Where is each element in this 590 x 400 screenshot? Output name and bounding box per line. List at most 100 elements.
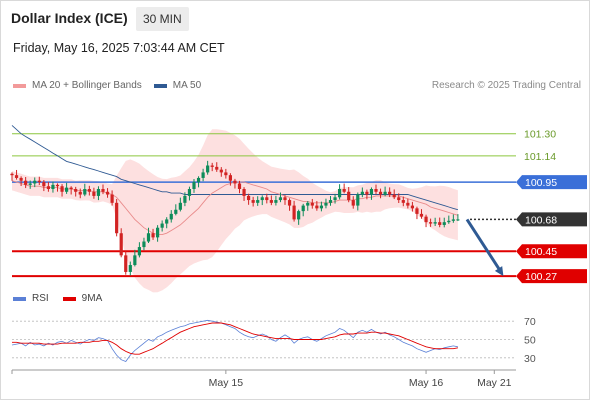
level-tag-100-68 xyxy=(516,212,587,227)
candle-body xyxy=(92,191,96,196)
forecast-arrow-head xyxy=(494,266,504,277)
candle-body xyxy=(137,247,141,256)
candle-body xyxy=(410,205,414,209)
candle-body xyxy=(160,223,164,228)
candle-body xyxy=(388,191,392,195)
candle-body xyxy=(169,213,173,220)
candle-body xyxy=(287,200,292,206)
level-label-100-27: 100.27 xyxy=(525,271,557,283)
candle-body xyxy=(101,189,105,192)
candle-body xyxy=(269,200,273,203)
candle-body xyxy=(19,177,23,181)
candle-body xyxy=(351,200,355,206)
candle-body xyxy=(165,219,169,224)
candle-body xyxy=(14,175,19,178)
candle-body xyxy=(37,180,41,183)
candle-body xyxy=(192,182,196,189)
candle-body xyxy=(183,195,187,203)
research-credit: Research © 2025 Trading Central xyxy=(431,80,581,91)
candle-body xyxy=(24,180,28,185)
candle-body xyxy=(274,200,278,203)
candle-body xyxy=(397,197,401,201)
candle-body xyxy=(356,194,360,206)
rsi-tick-70: 70 xyxy=(524,316,536,328)
level-label-100-68: 100.68 xyxy=(525,214,557,226)
candle-body xyxy=(51,184,55,189)
rsi-tick-50: 50 xyxy=(524,335,536,347)
candle-body xyxy=(115,202,119,234)
legend-item-9ma: 9MA xyxy=(62,293,102,304)
candle-body xyxy=(174,209,178,214)
candle-body xyxy=(424,216,428,223)
forecast-arrow-shaft xyxy=(465,218,502,272)
candle-body xyxy=(256,200,260,203)
candle-body xyxy=(128,265,132,272)
candle-body xyxy=(419,213,424,217)
candle-body xyxy=(319,205,323,209)
bollinger-band xyxy=(12,129,458,293)
candle-body xyxy=(78,191,82,195)
candle-body xyxy=(210,165,214,167)
legend-swatch-ma50 xyxy=(153,83,167,88)
candle-body xyxy=(456,219,460,221)
candle-body xyxy=(310,202,314,206)
candle-body xyxy=(151,233,155,238)
legend-label-rsi: RSI xyxy=(32,293,49,304)
candle-body xyxy=(74,189,78,192)
instrument-title: Dollar Index (ICE) xyxy=(11,10,128,26)
candle-body xyxy=(392,194,396,198)
legend-item-rsi: RSI xyxy=(13,293,49,304)
level-tag-100-27 xyxy=(516,269,587,284)
candle-body xyxy=(365,191,369,195)
candle-body xyxy=(87,189,91,192)
candle-body xyxy=(215,166,219,170)
legend-swatch-rsi xyxy=(13,296,26,301)
x-tick-label: May 16 xyxy=(409,377,444,389)
legend-label-ma20: MA 20 + Bollinger Bands xyxy=(32,80,142,91)
candle-body xyxy=(265,197,269,201)
legend-swatch-ma20 xyxy=(13,83,26,88)
candle-body xyxy=(447,220,451,223)
x-tick-label: May 15 xyxy=(209,377,244,389)
level-label-100-95: 100.95 xyxy=(525,177,557,189)
candle-body xyxy=(360,191,364,195)
candle-body xyxy=(292,205,296,220)
candle-body xyxy=(146,233,151,242)
candle-body xyxy=(429,222,433,224)
indicator-legend: MA 20 + Bollinger Bands MA 50 xyxy=(13,80,213,91)
rsi-9ma-line xyxy=(12,322,458,355)
candle-body xyxy=(96,189,101,196)
candle-body xyxy=(55,184,60,187)
candle-body xyxy=(438,222,442,225)
timeframe-badge[interactable]: 30 MIN xyxy=(136,7,189,31)
candle-body xyxy=(433,222,437,224)
candle-body xyxy=(201,172,205,178)
candle-body xyxy=(278,197,283,201)
candle-body xyxy=(442,222,446,225)
header: Dollar Index (ICE) 30 MIN xyxy=(0,0,590,36)
candle-body xyxy=(415,208,419,214)
candle-body xyxy=(347,191,351,201)
legend-item-ma50: MA 50 xyxy=(153,80,201,91)
candle-body xyxy=(233,180,237,184)
candle-body xyxy=(133,255,137,266)
candle-body xyxy=(369,189,374,195)
candle-body xyxy=(83,189,87,195)
candle-body xyxy=(342,189,346,192)
candle-body xyxy=(124,255,128,272)
rsi-legend: RSI 9MA xyxy=(13,293,116,304)
candle-body xyxy=(178,202,182,210)
candle-body xyxy=(315,205,319,209)
level-label-101-14: 101.14 xyxy=(524,151,556,163)
candle-body xyxy=(187,189,192,196)
candle-body xyxy=(105,191,110,195)
candle-body xyxy=(156,227,160,238)
candle-body xyxy=(224,172,228,176)
candle-body xyxy=(383,191,387,195)
candle-body xyxy=(260,197,264,201)
candle-body xyxy=(69,187,73,189)
candle-body xyxy=(206,165,210,173)
legend-item-ma20: MA 20 + Bollinger Bands xyxy=(13,80,142,91)
candle-body xyxy=(110,194,114,203)
